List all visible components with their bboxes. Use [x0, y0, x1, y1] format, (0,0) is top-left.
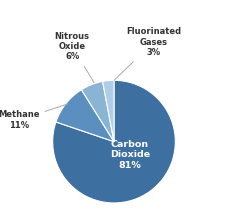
Text: Nitrous
Oxide
6%: Nitrous Oxide 6%: [54, 32, 94, 83]
Text: Carbon
Dioxide
81%: Carbon Dioxide 81%: [109, 140, 149, 170]
Wedge shape: [81, 81, 114, 142]
Wedge shape: [52, 80, 175, 203]
Wedge shape: [56, 90, 114, 142]
Text: Fluorinated
Gases
3%: Fluorinated Gases 3%: [114, 27, 180, 80]
Wedge shape: [102, 80, 114, 142]
Text: U.S. Greenhouse Gas Emissions in 2014: U.S. Greenhouse Gas Emissions in 2014: [2, 10, 225, 20]
Text: Methane
11%: Methane 11%: [0, 104, 67, 130]
